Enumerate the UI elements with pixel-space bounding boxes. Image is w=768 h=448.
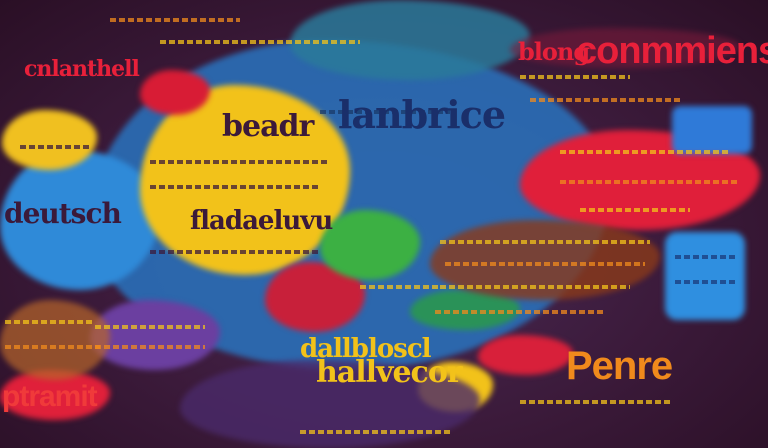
word-center-top: lanbrice bbox=[338, 92, 506, 137]
scribble-strip bbox=[675, 280, 735, 284]
blue-box-right bbox=[665, 232, 745, 320]
purple-patch-left bbox=[90, 300, 220, 370]
blue-wash-left bbox=[0, 150, 160, 290]
word-top-mid: blong bbox=[518, 37, 590, 66]
word-bottom-right: Penre bbox=[566, 344, 673, 388]
scribble-strip bbox=[5, 320, 95, 324]
scribble-strip bbox=[110, 18, 240, 22]
scribble-strip bbox=[320, 110, 450, 114]
scribble-strip bbox=[440, 285, 630, 289]
blue-box-top-right bbox=[672, 106, 752, 154]
scribble-strip bbox=[440, 240, 650, 244]
word-left-mid: deutsch bbox=[4, 197, 122, 230]
scribble-strip bbox=[435, 310, 605, 314]
green-cloud bbox=[320, 210, 420, 280]
scribble-strip bbox=[300, 430, 450, 434]
scribble-strip bbox=[360, 285, 440, 289]
scribble-strip bbox=[530, 98, 680, 102]
scribble-strip bbox=[520, 400, 670, 404]
scribble-strip bbox=[150, 160, 330, 164]
scribble-strip bbox=[150, 250, 320, 254]
red-cloud-topleft bbox=[140, 70, 210, 115]
red-cloud-top-right bbox=[510, 28, 740, 68]
yellow-cloud-left bbox=[2, 110, 97, 170]
scribble-strip bbox=[150, 185, 320, 189]
word-center-upper: beadr bbox=[222, 109, 314, 144]
scribble-strip bbox=[95, 345, 205, 349]
red-cloud-bottom bbox=[478, 335, 573, 375]
word-bottom-center: hallvecor bbox=[316, 355, 463, 390]
word-bottom-left: ptramit bbox=[2, 380, 98, 413]
scribble-strip bbox=[520, 75, 630, 79]
word-left-upper: cnlanthell bbox=[24, 56, 140, 82]
orange-wash-bottom bbox=[0, 300, 110, 380]
scribble-strip bbox=[560, 150, 730, 154]
scribble-strip bbox=[5, 345, 100, 349]
scribble-strip bbox=[160, 40, 360, 44]
word-center-left: fladaeluvu bbox=[190, 206, 333, 236]
scribble-strip bbox=[675, 255, 735, 259]
scribble-strip bbox=[20, 145, 90, 149]
scribble-strip bbox=[95, 325, 205, 329]
scribble-strip bbox=[580, 208, 690, 212]
yellow-cloud-center bbox=[140, 85, 350, 275]
word-top-right: conmmiens bbox=[576, 30, 768, 72]
scribble-strip bbox=[560, 180, 740, 184]
scribble-strip bbox=[445, 262, 645, 266]
word-mid: dallbloscl bbox=[300, 334, 432, 364]
